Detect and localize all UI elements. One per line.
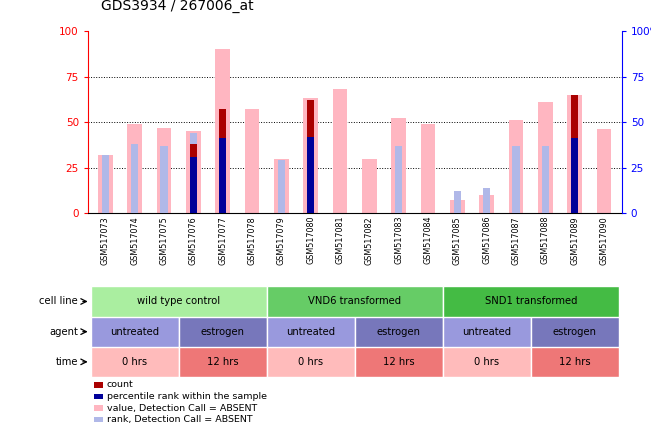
Bar	[443, 286, 618, 317]
Text: value, Detection Call = ABSENT: value, Detection Call = ABSENT	[107, 404, 257, 412]
Bar	[219, 109, 227, 213]
Bar	[186, 131, 201, 213]
Bar	[128, 124, 142, 213]
Text: 0 hrs: 0 hrs	[474, 357, 499, 367]
Text: percentile rank within the sample: percentile rank within the sample	[107, 392, 267, 401]
Text: estrogen: estrogen	[201, 327, 245, 337]
Bar	[443, 317, 531, 347]
Text: VND6 transformed: VND6 transformed	[308, 297, 402, 306]
Bar	[333, 89, 348, 213]
Bar	[190, 144, 197, 213]
Text: 12 hrs: 12 hrs	[207, 357, 239, 367]
Bar	[179, 317, 267, 347]
Text: 12 hrs: 12 hrs	[383, 357, 415, 367]
Bar	[571, 139, 579, 213]
Bar	[531, 317, 618, 347]
Bar	[267, 286, 443, 317]
Text: 12 hrs: 12 hrs	[559, 357, 590, 367]
Text: time: time	[55, 357, 78, 367]
Bar	[91, 347, 179, 377]
Bar	[483, 188, 490, 213]
Text: untreated: untreated	[286, 327, 335, 337]
Bar	[303, 99, 318, 213]
Bar	[219, 139, 227, 213]
Bar	[179, 347, 267, 377]
Bar	[538, 102, 553, 213]
Bar	[267, 317, 355, 347]
Bar	[355, 347, 443, 377]
Bar	[190, 157, 197, 213]
Bar	[131, 144, 139, 213]
Bar	[443, 347, 531, 377]
Text: SND1 transformed: SND1 transformed	[484, 297, 577, 306]
Bar	[531, 347, 618, 377]
Bar	[274, 159, 289, 213]
Bar	[91, 317, 179, 347]
Bar	[307, 100, 314, 213]
Text: cell line: cell line	[39, 297, 78, 306]
Bar	[391, 119, 406, 213]
Bar	[98, 155, 113, 213]
Bar	[571, 95, 579, 213]
Text: 0 hrs: 0 hrs	[298, 357, 324, 367]
Text: rank, Detection Call = ABSENT: rank, Detection Call = ABSENT	[107, 415, 253, 424]
Text: GDS3934 / 267006_at: GDS3934 / 267006_at	[101, 0, 253, 13]
Bar	[161, 146, 168, 213]
Bar	[190, 133, 197, 213]
Text: wild type control: wild type control	[137, 297, 221, 306]
Bar	[307, 137, 314, 213]
Text: untreated: untreated	[462, 327, 511, 337]
Bar	[421, 124, 436, 213]
Text: estrogen: estrogen	[553, 327, 597, 337]
Bar	[157, 127, 171, 213]
Bar	[91, 286, 267, 317]
Bar	[395, 146, 402, 213]
Text: agent: agent	[49, 327, 78, 337]
Bar	[512, 146, 519, 213]
Bar	[215, 49, 230, 213]
Bar	[479, 195, 494, 213]
Bar	[450, 200, 465, 213]
Text: untreated: untreated	[110, 327, 159, 337]
Bar	[362, 159, 377, 213]
Bar	[509, 120, 523, 213]
Bar	[454, 191, 461, 213]
Bar	[278, 160, 285, 213]
Bar	[355, 317, 443, 347]
Text: 0 hrs: 0 hrs	[122, 357, 147, 367]
Text: estrogen: estrogen	[377, 327, 421, 337]
Bar	[307, 137, 314, 213]
Bar	[245, 109, 260, 213]
Bar	[102, 155, 109, 213]
Bar	[542, 146, 549, 213]
Bar	[571, 151, 579, 213]
Bar	[597, 129, 611, 213]
Bar	[267, 347, 355, 377]
Text: count: count	[107, 381, 133, 389]
Bar	[568, 95, 582, 213]
